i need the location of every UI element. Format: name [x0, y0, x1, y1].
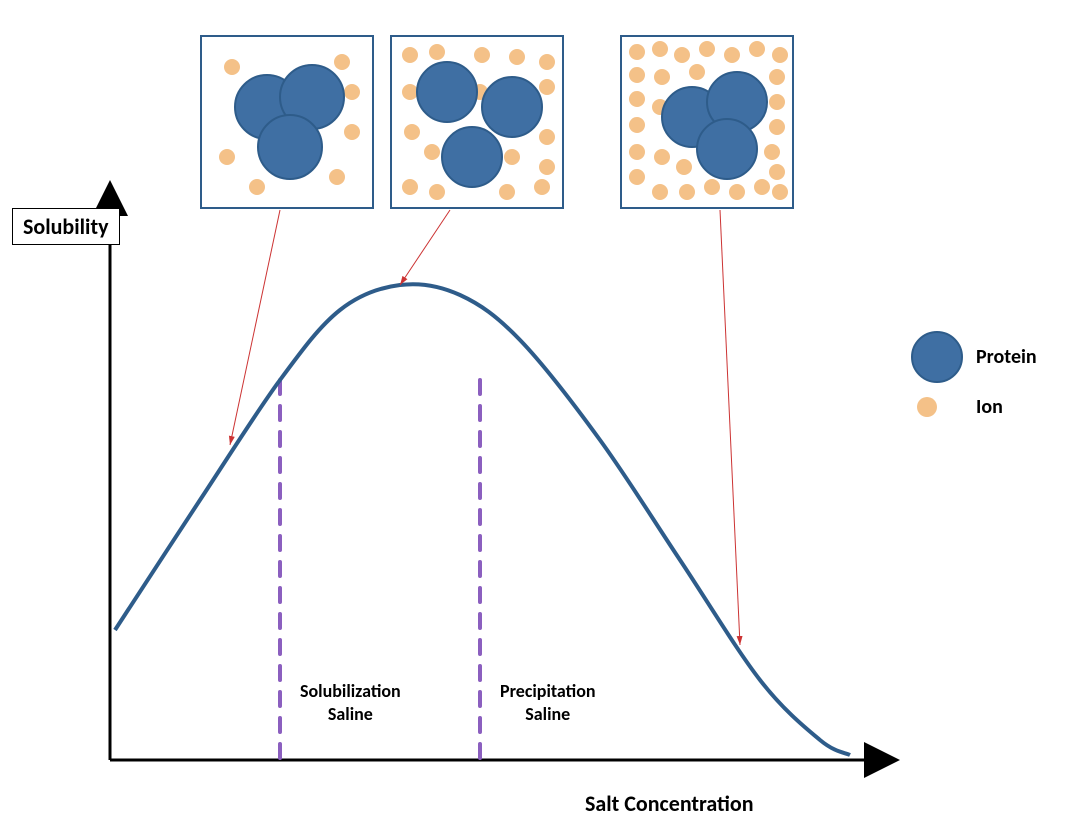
legend-protein-label: Protein [976, 345, 1037, 369]
region-label-precipitation: PrecipitationSaline [500, 680, 596, 727]
x-axis-label: Salt Concentration [585, 790, 754, 817]
y-axis-label: Solubility [12, 208, 120, 245]
legend-ion-label: Ion [976, 395, 1003, 419]
legend-protein: Protein [910, 330, 1037, 384]
region-label-solubilization: SolubilizationSaline [300, 680, 401, 727]
protein-icon [910, 330, 964, 384]
ion-icon [910, 395, 964, 419]
solubility-curve [115, 284, 850, 755]
inset-box-3 [620, 35, 794, 209]
diagram-container: Solubility Salt Concentration Solubiliza… [0, 0, 1066, 832]
inset-box-1 [200, 35, 374, 209]
inset-box-2 [390, 35, 564, 209]
legend-ion: Ion [910, 395, 1003, 419]
callout-lines [230, 210, 740, 645]
